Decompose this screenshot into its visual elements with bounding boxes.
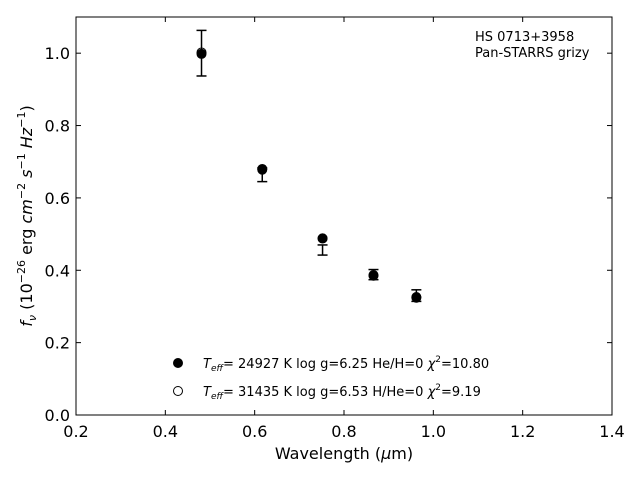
annotation-line-2: Pan-STARRS grizy (475, 46, 590, 61)
legend-marker-open (173, 386, 183, 396)
model-point-open (257, 163, 268, 174)
x-tick-label: 1.2 (510, 422, 535, 441)
y-tick-label: 0.6 (45, 189, 70, 208)
x-tick-label: 0.4 (153, 422, 178, 441)
data-marks (196, 29, 422, 303)
legend-marker-filled (173, 358, 183, 368)
legend: Teff= 24927 K log g=6.25 He/H=0 χ2=10.80… (173, 355, 489, 402)
annotation-line-1: HS 0713+3958 (475, 30, 574, 45)
y-tick-label: 0.4 (45, 261, 70, 280)
plot-area-frame (75, 16, 613, 416)
y-tick-label: 0.0 (45, 406, 70, 425)
model-point-open (317, 233, 328, 244)
legend-label-1: Teff= 24927 K log g=6.25 He/H=0 χ2=10.80 (203, 355, 489, 374)
axis-ticks: 0.2 0.4 0.6 0.8 1.0 1.2 1.40.00.20.40.60.81.0 (45, 17, 625, 441)
model-point-open (368, 269, 379, 280)
y-axis-title: fν (10−26 erg cm−2 s−1 Hz−1) (15, 105, 39, 326)
x-axis-title: Wavelength (μm) (275, 444, 413, 463)
x-tick-label: 1.4 (599, 422, 624, 441)
legend-label-2: Teff= 31435 K log g=6.53 H/He=0 χ2=9.19 (203, 383, 481, 402)
y-tick-label: 0.2 (45, 334, 70, 353)
y-tick-label: 0.8 (45, 117, 70, 136)
x-tick-label: 0.8 (331, 422, 356, 441)
model-point-open (196, 47, 207, 58)
x-tick-label: 1.0 (421, 422, 446, 441)
model-point-open (411, 292, 422, 303)
x-tick-label: 0.2 (63, 422, 88, 441)
y-tick-label: 1.0 (45, 44, 70, 63)
x-tick-label: 0.6 (242, 422, 267, 441)
